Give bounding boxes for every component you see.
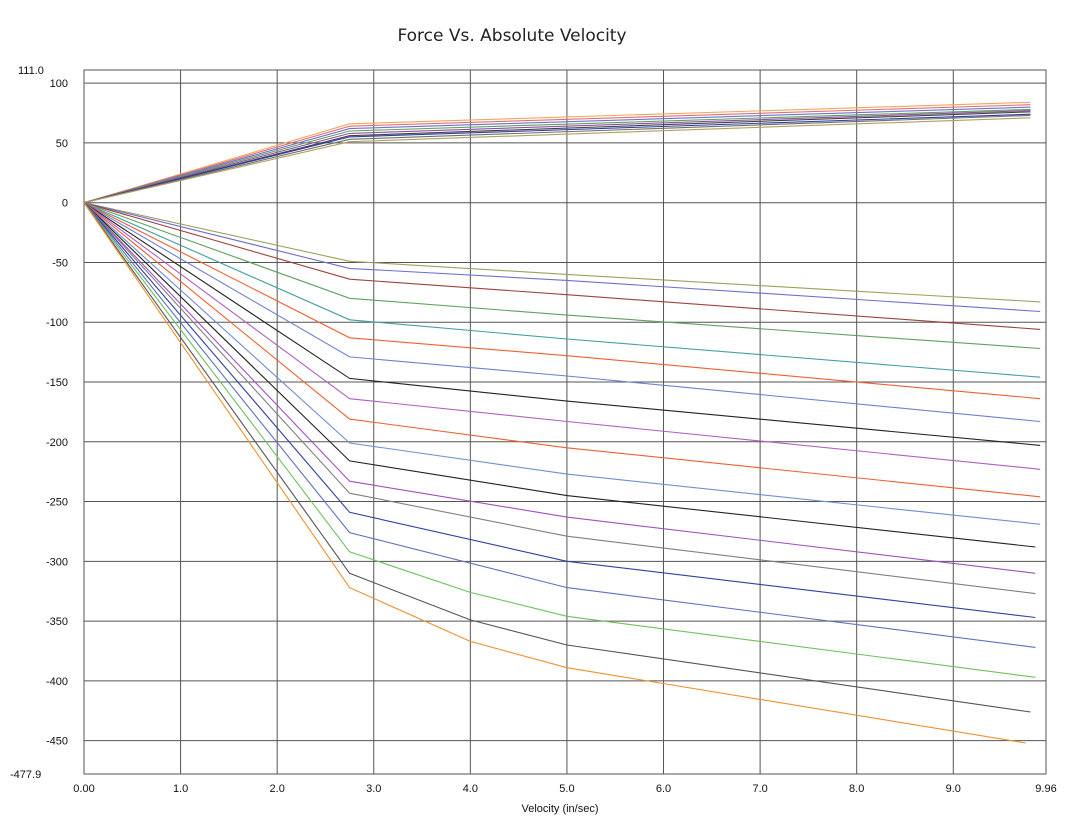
series-line bbox=[83, 202, 1026, 744]
x-tick-label: 6.0 bbox=[656, 783, 671, 795]
y-tick-label: -300 bbox=[46, 556, 68, 568]
series-line bbox=[83, 104, 1031, 204]
y-tick-label: -200 bbox=[46, 437, 68, 449]
series-line bbox=[83, 202, 1041, 378]
chart-title: Force Vs. Absolute Velocity bbox=[397, 26, 627, 46]
series-line bbox=[83, 202, 1041, 400]
y-tick-label: -350 bbox=[46, 616, 68, 628]
grid-lines bbox=[83, 69, 1047, 775]
series-line bbox=[83, 202, 1036, 548]
series-line bbox=[83, 202, 1041, 470]
x-tick-label: 4.0 bbox=[463, 783, 478, 795]
x-tick-label: 5.0 bbox=[559, 783, 574, 795]
series-line bbox=[83, 202, 1041, 330]
series-line bbox=[83, 202, 1036, 648]
y-tick-label: -250 bbox=[46, 497, 68, 509]
y-tick-label: -100 bbox=[46, 317, 68, 329]
series-line bbox=[83, 101, 1031, 204]
series-line bbox=[83, 108, 1031, 204]
y-tick-labels: 100 50 0 -50 -100 -150 -200 -250 -300 -350 -400 -45… bbox=[10, 65, 68, 781]
series-line bbox=[83, 202, 1036, 619]
series-line bbox=[83, 202, 1036, 595]
y-max-label: 111.0 bbox=[18, 65, 44, 77]
series-lines bbox=[83, 101, 1041, 744]
series-line bbox=[83, 202, 1036, 678]
x-tick-label: 2.0 bbox=[270, 783, 285, 795]
x-tick-labels: 0.00 1.0 2.0 3.0 4.0 5.0 6.0 7.0 8.0 9.0 9.96 bbox=[73, 783, 1056, 795]
series-line bbox=[83, 114, 1031, 204]
series-line bbox=[83, 202, 1041, 423]
series-line bbox=[83, 202, 1031, 713]
y-tick-label: -400 bbox=[46, 676, 68, 688]
y-tick-label: 0 bbox=[62, 198, 68, 210]
x-tick-label: 3.0 bbox=[366, 783, 381, 795]
y-tick-label: 50 bbox=[56, 138, 68, 150]
x-tick-label: 1.0 bbox=[173, 783, 188, 795]
x-tick-label: 0.00 bbox=[73, 783, 94, 795]
series-line bbox=[83, 111, 1031, 204]
series-line bbox=[83, 106, 1031, 204]
x-tick-label: 9.96 bbox=[1035, 783, 1056, 795]
plot-frame bbox=[83, 69, 1047, 775]
series-line bbox=[83, 202, 1036, 574]
series-line bbox=[83, 202, 1041, 313]
x-tick-label: 7.0 bbox=[752, 783, 767, 795]
series-line bbox=[83, 202, 1041, 498]
series-line bbox=[83, 202, 1041, 303]
x-tick-label: 9.0 bbox=[946, 783, 961, 795]
y-tick-label: -150 bbox=[46, 377, 68, 389]
series-line bbox=[83, 202, 1041, 446]
y-tick-label: 100 bbox=[50, 78, 68, 90]
y-tick-label: -450 bbox=[46, 736, 68, 748]
series-line bbox=[83, 117, 1031, 204]
y-tick-label: -50 bbox=[52, 257, 68, 269]
x-tick-label: 8.0 bbox=[849, 783, 864, 795]
y-min-label: -477.9 bbox=[10, 769, 41, 781]
x-axis-label: Velocity (in/sec) bbox=[521, 803, 598, 815]
series-line bbox=[83, 110, 1031, 204]
series-line bbox=[83, 113, 1031, 204]
series-line bbox=[83, 202, 1041, 525]
series-line bbox=[83, 202, 1041, 350]
